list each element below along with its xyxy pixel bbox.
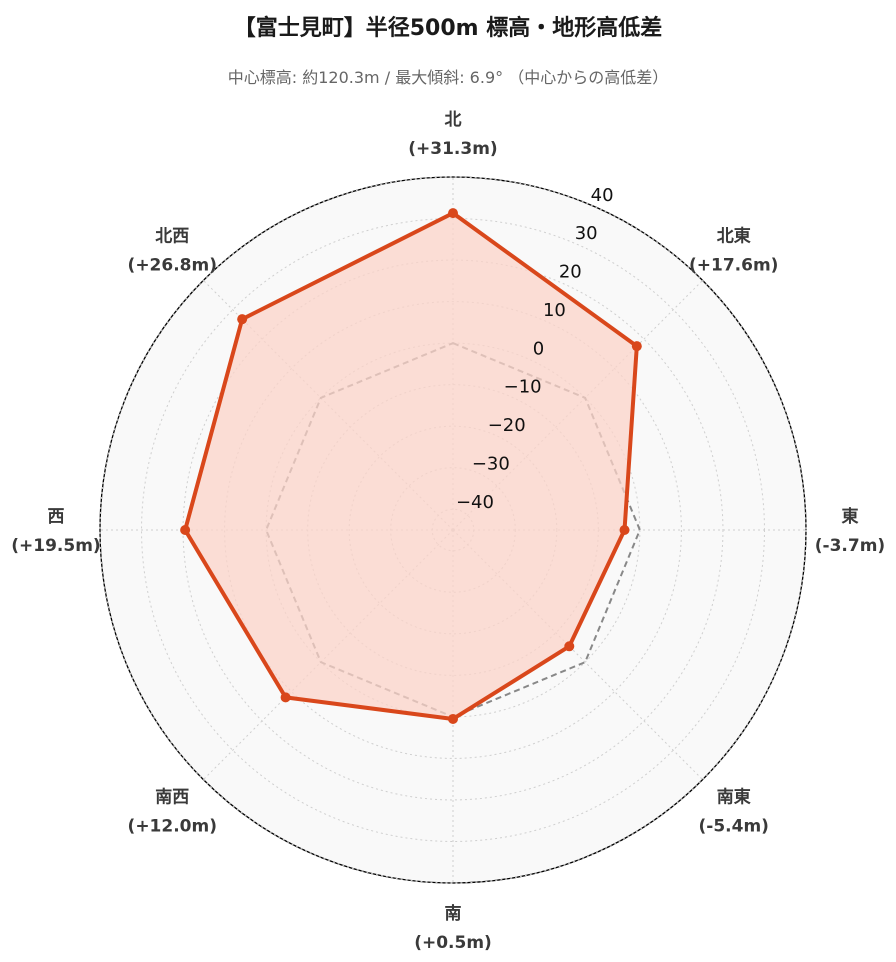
direction-value-6: (+19.5m) (11, 536, 100, 556)
direction-name-1: 北東 (717, 225, 751, 246)
direction-name-7: 北西 (155, 226, 189, 246)
direction-value-5: (+12.0m) (128, 817, 217, 837)
direction-name-6: 西 (48, 507, 65, 527)
grid-spoke-3 (452, 529, 703, 780)
direction-value-3: (-5.4m) (699, 817, 769, 837)
elevation-point-2 (619, 525, 630, 535)
elevation-point-7 (237, 314, 248, 325)
elevation-point-5 (280, 692, 291, 703)
chart-title: 【富士見町】半径500m 標高・地形高低差 (233, 16, 663, 41)
tick-label-4: 0 (533, 338, 544, 359)
direction-value-0: (+31.3m) (408, 139, 497, 159)
series-layer (180, 208, 642, 724)
direction-name-2: 東 (842, 506, 859, 527)
direction-name-5: 南西 (155, 787, 189, 808)
direction-name-0: 北 (445, 110, 462, 130)
tick-label-7: −30 (472, 453, 510, 474)
chart-subtitle: 中心標高: 約120.3m / 最大傾斜: 6.9° （中心からの高低差） (227, 68, 669, 87)
elevation-point-6 (180, 525, 191, 535)
tick-label-5: −10 (504, 377, 542, 398)
elevation-point-3 (564, 641, 575, 652)
elevation-point-4 (448, 713, 458, 724)
tick-label-8: −40 (456, 492, 494, 513)
tick-label-0: 40 (591, 185, 614, 206)
direction-name-4: 南 (445, 903, 462, 924)
tick-label-6: −20 (488, 415, 526, 436)
direction-labels: 北 (+31.3m) 北東 (+17.6m) 東 (-3.7m) 南東 (-5.4m) 南 (+0… (11, 110, 885, 953)
tick-label-1: 30 (575, 223, 598, 244)
grid-ring-0 (99, 176, 807, 884)
elevation-point-0 (448, 208, 458, 219)
elevation-point-1 (631, 341, 642, 352)
elevation-area (185, 213, 637, 719)
tick-label-2: 20 (559, 262, 582, 283)
direction-value-2: (-3.7m) (815, 536, 885, 556)
tick-label-3: 10 (543, 300, 566, 321)
direction-value-7: (+26.8m) (128, 255, 217, 275)
direction-value-1: (+17.6m) (689, 255, 778, 275)
radial-ticks: 40 30 20 10 0 −10 −20 −30 −40 (456, 185, 614, 513)
direction-value-4: (+0.5m) (414, 933, 492, 953)
direction-name-3: 南東 (717, 787, 751, 808)
